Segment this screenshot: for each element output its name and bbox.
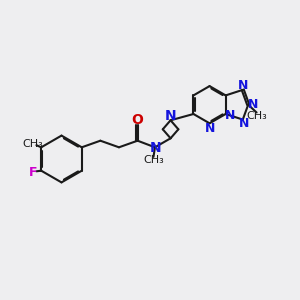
Text: CH₃: CH₃ <box>143 155 164 165</box>
Text: N: N <box>239 117 250 130</box>
Text: O: O <box>132 113 143 127</box>
Text: N: N <box>165 109 176 123</box>
Text: F: F <box>28 166 37 179</box>
Text: N: N <box>150 141 161 155</box>
Text: N: N <box>248 98 259 111</box>
Text: N: N <box>238 79 249 92</box>
Text: CH₃: CH₃ <box>22 139 43 149</box>
Text: N: N <box>225 109 236 122</box>
Text: N: N <box>205 122 215 135</box>
Text: CH₃: CH₃ <box>246 111 267 121</box>
